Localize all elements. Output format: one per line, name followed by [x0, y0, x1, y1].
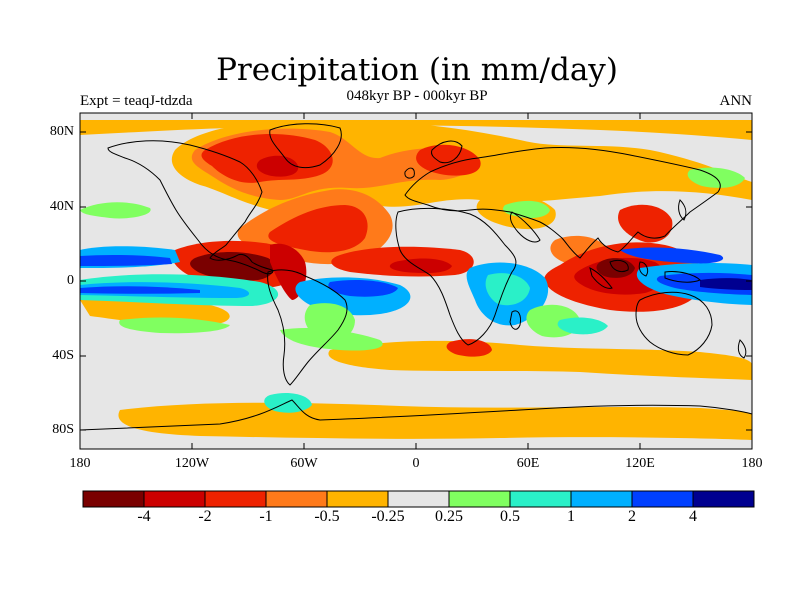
central-pacific-wet-deepblue	[80, 254, 172, 266]
indian-ocean-wet-teal	[557, 317, 608, 335]
coastlines	[80, 123, 752, 431]
scandinavia-coast	[431, 140, 463, 164]
colorbar-swatch-4	[265, 490, 328, 508]
north-west-pacific-wet-deepblue	[620, 247, 724, 264]
colorbar-label-6: 0.25	[435, 508, 463, 525]
southern-ocean-dry-band	[328, 340, 752, 380]
colorbar	[82, 490, 755, 508]
colorbar-label-4: -0.5	[314, 508, 340, 525]
west-pacific-wet-navy	[700, 278, 752, 290]
north-pacific-wet-green	[80, 202, 151, 219]
south-indian-dry-red	[446, 339, 492, 357]
south-equatorial-pacific-wet-deepblue	[80, 286, 200, 294]
plot-title: Precipitation (in mm/day)	[216, 52, 618, 88]
new-zealand-coast	[737, 339, 747, 359]
south-pacific-wet-green	[119, 317, 230, 334]
east-asia-dry-red	[618, 204, 673, 243]
south-atlantic-wet-green	[280, 328, 383, 351]
lon-label-120w: 120W	[174, 456, 210, 471]
eurasia-coast	[404, 146, 721, 259]
arctic-dry-band	[80, 120, 752, 140]
lat-label-80n: 80N	[49, 124, 74, 139]
colorbar-label-5: -0.25	[371, 508, 405, 525]
lon-label-0: 0	[412, 456, 420, 471]
colorbar-swatch-10	[631, 490, 694, 508]
europe-dry-red	[416, 144, 481, 176]
sumatra-coast	[589, 267, 613, 289]
west-africa-dry-darkred	[389, 258, 452, 274]
colorbar-swatch-3	[204, 490, 267, 508]
colorbar-label-7: 0.5	[500, 508, 520, 525]
east-africa-wet-teal	[485, 273, 530, 306]
plot-subtitle: 048kyr BP - 000kyr BP	[346, 88, 488, 104]
lat-label-0: 0	[67, 273, 74, 288]
colorbar-label-3: -1	[259, 508, 273, 525]
precipitation-anomaly-field	[80, 120, 752, 440]
north-america-coast	[107, 140, 274, 275]
africa-coast	[395, 207, 517, 346]
colorbar-label-9: 2	[628, 508, 636, 525]
lon-ticks	[79, 113, 753, 449]
lon-label-180w: 180	[69, 456, 91, 471]
madagascar-coast	[509, 310, 521, 330]
arabia-coast	[509, 211, 541, 243]
new-guinea-coast	[664, 271, 701, 283]
greenland-coast	[269, 123, 342, 169]
uk-coast	[404, 167, 415, 179]
colorbar-label-8: 1	[567, 508, 575, 525]
antarctic-dry-band	[118, 402, 752, 440]
season-label: ANN	[719, 93, 753, 109]
lon-label-180e: 180	[741, 456, 763, 471]
australia-coast	[635, 291, 713, 356]
sulawesi-coast	[638, 261, 649, 277]
atlantic-subtropical-dry-red	[268, 205, 368, 253]
colorbar-swatch-2	[143, 490, 206, 508]
amazon-wet-deepblue	[328, 280, 398, 297]
south-america-coast	[267, 269, 348, 386]
colorbar-swatch-1	[82, 490, 145, 508]
colorbar-label-10: 4	[689, 508, 697, 525]
lon-label-120e: 120E	[625, 456, 655, 471]
lat-ticks	[80, 131, 752, 431]
lon-label-60w: 60W	[290, 456, 318, 471]
experiment-label: Expt = teaqJ-tdzda	[80, 93, 193, 109]
colorbar-swatch-7	[448, 490, 511, 508]
colorbar-swatch-8	[509, 490, 572, 508]
colorbar-swatch-6	[387, 490, 450, 508]
antarctica-coast	[80, 399, 752, 431]
colorbar-label-2: -2	[198, 508, 212, 525]
lon-label-60e: 60E	[516, 456, 540, 471]
colorbar-swatch-9	[570, 490, 633, 508]
colorbar-swatch-11	[692, 490, 755, 508]
lat-label-40n: 40N	[49, 199, 74, 214]
japan-coast	[678, 199, 687, 221]
lat-label-80s: 80S	[52, 422, 74, 437]
colorbar-label-1: -4	[137, 508, 151, 525]
borneo-coast	[609, 259, 629, 273]
colorbar-swatch-5	[326, 490, 389, 508]
lat-label-40s: 40S	[52, 348, 74, 363]
